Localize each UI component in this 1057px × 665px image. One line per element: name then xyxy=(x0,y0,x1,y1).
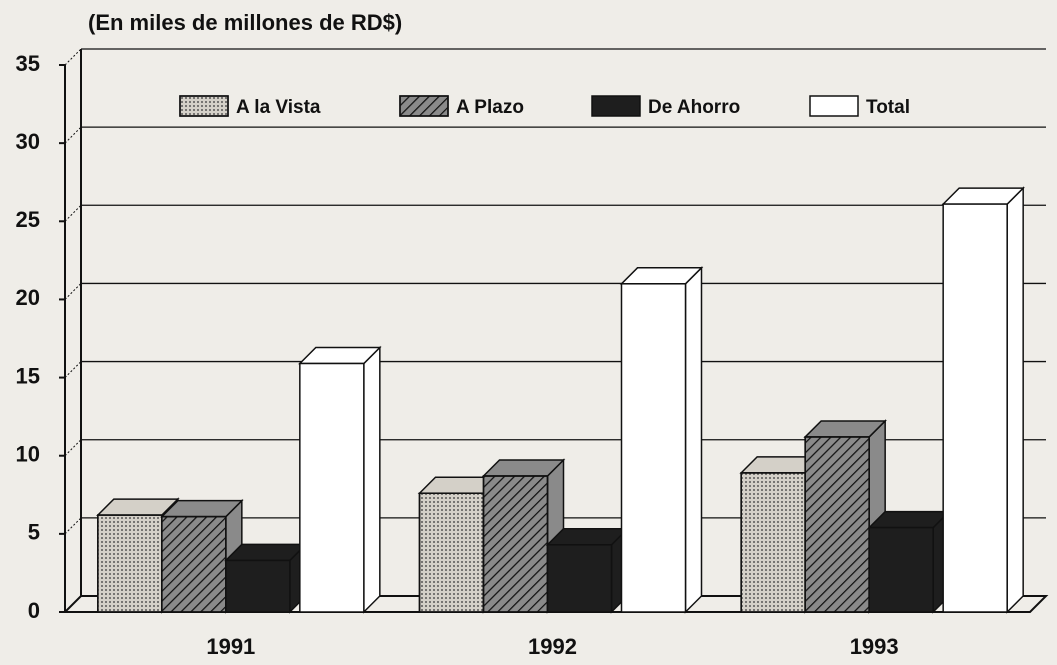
x-tick-label: 1991 xyxy=(206,634,255,659)
legend-label: Total xyxy=(866,97,910,118)
grid-connector xyxy=(64,48,82,66)
bar-pattern xyxy=(161,515,227,613)
bar-side xyxy=(684,265,703,614)
grid-connector xyxy=(64,361,82,378)
bar xyxy=(868,526,934,613)
bar-pattern xyxy=(740,472,806,613)
legend-swatch-pattern xyxy=(399,95,449,117)
y-tick-label: 35 xyxy=(16,51,40,76)
grid-connector xyxy=(64,283,82,300)
bar-pattern xyxy=(804,436,870,613)
legend-swatch-pattern xyxy=(179,95,229,117)
y-tick-label: 10 xyxy=(16,442,40,467)
x-tick-label: 1992 xyxy=(528,634,577,659)
chart-title: (En miles de millones de RD$) xyxy=(88,10,402,35)
legend-swatch xyxy=(591,95,641,117)
bar xyxy=(620,283,687,613)
y-tick-label: 20 xyxy=(16,285,40,310)
y-tick-label: 5 xyxy=(28,520,40,545)
legend-label: De Ahorro xyxy=(648,97,740,118)
grid-connector xyxy=(64,439,82,457)
bar xyxy=(546,544,613,613)
y-tick-label: 30 xyxy=(16,129,40,154)
bar-pattern xyxy=(482,475,549,613)
bar xyxy=(225,559,291,613)
bar-side xyxy=(363,345,381,614)
bar-pattern xyxy=(418,492,485,613)
grid-connector xyxy=(64,517,82,535)
y-tick-label: 0 xyxy=(28,598,40,623)
bar xyxy=(942,203,1008,613)
y-tick-label: 25 xyxy=(16,207,40,232)
x-tick-label: 1993 xyxy=(850,634,899,659)
grid-connector xyxy=(64,204,82,222)
legend-swatch xyxy=(809,95,859,117)
legend-label: A la Vista xyxy=(236,97,321,118)
bar-side xyxy=(1006,186,1024,614)
bar-pattern xyxy=(97,514,163,613)
legend-label: A Plazo xyxy=(456,97,524,118)
bar xyxy=(299,362,365,613)
y-tick-label: 15 xyxy=(16,363,40,388)
grid-connector xyxy=(64,126,82,144)
